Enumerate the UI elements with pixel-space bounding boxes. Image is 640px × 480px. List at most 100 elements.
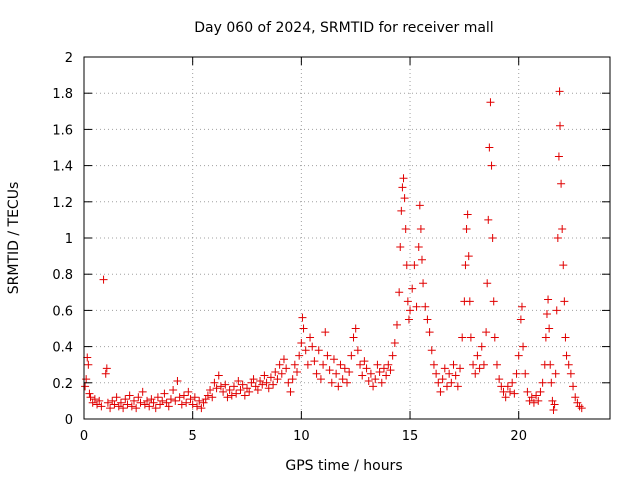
data-point <box>479 360 488 369</box>
data-point <box>279 355 288 364</box>
data-point <box>569 382 578 391</box>
data-point <box>514 351 523 360</box>
data-point <box>112 393 121 402</box>
data-point <box>114 402 123 411</box>
data-point <box>552 306 561 315</box>
y-tick-label: 1 <box>65 232 73 247</box>
x-tick-label: 15 <box>402 429 419 444</box>
data-point <box>371 375 380 384</box>
data-point <box>451 371 460 380</box>
data-point <box>416 224 425 233</box>
data-point <box>564 360 573 369</box>
data-point <box>83 353 92 362</box>
data-point <box>232 389 241 398</box>
data-point <box>245 387 254 396</box>
data-point <box>334 382 343 391</box>
data-point <box>249 375 258 384</box>
data-point <box>369 382 378 391</box>
data-point <box>485 143 494 152</box>
data-point <box>440 364 449 373</box>
data-point <box>338 375 347 384</box>
data-point <box>193 402 202 411</box>
data-point <box>529 398 538 407</box>
data-point <box>336 360 345 369</box>
data-point <box>101 369 110 378</box>
data-point <box>188 400 197 409</box>
data-point <box>486 98 495 107</box>
data-point <box>402 261 411 270</box>
data-point <box>149 398 158 407</box>
data-point <box>521 369 530 378</box>
data-point <box>495 375 504 384</box>
data-point <box>398 183 407 192</box>
data-point <box>410 261 419 270</box>
data-point <box>397 206 406 215</box>
data-point <box>158 396 167 405</box>
data-point <box>523 387 532 396</box>
data-point <box>81 382 90 391</box>
y-tick-label: 0.2 <box>52 377 73 392</box>
data-point <box>506 387 515 396</box>
data-point <box>488 234 497 242</box>
data-point <box>256 376 265 385</box>
data-point <box>432 369 441 378</box>
data-point <box>471 369 480 378</box>
data-point <box>425 328 434 337</box>
data-point <box>164 402 173 411</box>
data-point <box>145 402 154 411</box>
data-point <box>293 367 302 376</box>
data-point <box>436 387 445 396</box>
plot-frame <box>83 56 611 420</box>
data-point <box>550 400 559 409</box>
y-tick-label: 1.6 <box>52 123 73 138</box>
data-point <box>551 369 560 378</box>
data-point <box>536 387 545 396</box>
data-point <box>534 396 543 405</box>
data-point <box>542 310 551 319</box>
data-point <box>512 369 521 378</box>
data-point <box>186 395 195 404</box>
data-point <box>464 252 473 261</box>
data-point <box>462 224 471 233</box>
data-point <box>314 346 323 355</box>
data-point <box>475 364 484 373</box>
data-point <box>442 382 451 391</box>
data-point <box>406 306 415 315</box>
data-point <box>545 324 554 333</box>
data-point <box>566 369 575 378</box>
data-point <box>473 351 482 360</box>
data-point <box>399 174 408 183</box>
data-point <box>227 391 236 400</box>
data-point <box>225 386 234 395</box>
data-point <box>303 360 312 369</box>
data-point <box>297 338 306 347</box>
data-point <box>184 387 193 396</box>
data-point <box>319 360 328 369</box>
data-point <box>447 378 456 387</box>
y-tick-label: 2 <box>65 51 73 66</box>
y-axis-label: SRMTID / TECUs <box>6 182 22 295</box>
data-point <box>134 393 143 402</box>
data-point <box>547 378 556 387</box>
data-point <box>166 395 175 404</box>
tick-labels-layer: 0 5 10 15 20 0 0.2 0.4 0.6 0.8 1 1.2 1.4 1.6 1.8 2 <box>52 51 527 444</box>
data-point <box>86 393 95 402</box>
data-point <box>169 386 178 395</box>
data-point <box>377 378 386 387</box>
grid-layer <box>83 56 610 420</box>
y-tick-label: 0 <box>65 413 73 428</box>
data-point <box>445 369 454 378</box>
data-point <box>571 393 580 402</box>
data-point <box>234 376 243 385</box>
data-point <box>277 369 286 378</box>
data-point <box>429 360 438 369</box>
data-point <box>549 405 558 414</box>
data-point <box>97 402 106 411</box>
data-point <box>308 342 317 351</box>
data-point <box>379 364 388 373</box>
y-tick-label: 1.8 <box>52 87 73 102</box>
data-point <box>538 378 547 387</box>
x-tick-label: 0 <box>80 429 88 444</box>
data-point <box>396 243 405 252</box>
data-point <box>390 338 399 347</box>
